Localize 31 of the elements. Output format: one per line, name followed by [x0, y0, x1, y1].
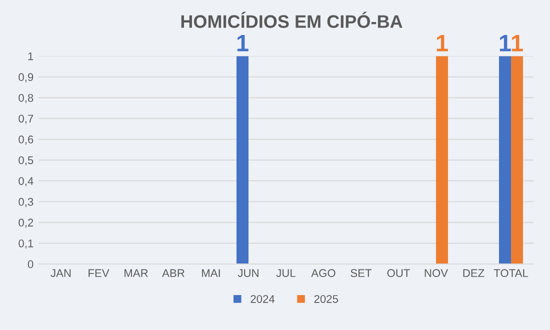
y-tick-label: 0,6: [18, 136, 34, 145]
x-tick-label: JAN: [50, 269, 71, 278]
x-tick-label: OUT: [387, 269, 410, 278]
y-tick-label: 1: [28, 52, 34, 60]
x-tick-label: JUN: [238, 269, 258, 278]
y-tick-label: 0,4: [18, 177, 34, 186]
x-tick-label: MAR: [124, 269, 148, 277]
y-tick-label: 0,3: [18, 198, 34, 208]
y-tick-label: 0,8: [18, 94, 34, 104]
chart-title: HOMICÍDIOS EM CIPÓ-BA: [181, 12, 402, 28]
x-tick-label: NOV: [424, 269, 448, 278]
y-tick-label: 0,7: [18, 114, 34, 124]
x-tick-label: MAI: [202, 269, 220, 277]
x-tick-label: ABR: [162, 269, 184, 277]
y-tick-label: 0,2: [18, 218, 34, 228]
x-tick-label: JUL: [276, 269, 296, 278]
x-tick-label: AGO: [311, 269, 336, 278]
x-tick-label: TOTAL: [494, 269, 528, 278]
legend-label: 2025: [314, 295, 338, 303]
y-tick-label: 0,1: [18, 239, 34, 249]
data-label: 1: [512, 34, 523, 52]
x-tick-label: SET: [350, 269, 372, 278]
y-tick-label: 0,5: [18, 156, 34, 166]
y-tick-label: 0,9: [18, 73, 34, 82]
x-tick-label: DEZ: [463, 269, 484, 277]
x-tick-label: FEV: [88, 269, 110, 277]
data-label: 1: [436, 34, 448, 52]
data-label: 1: [500, 34, 511, 52]
legend-label: 2024: [250, 295, 275, 303]
y-tick-label: 0: [28, 260, 34, 268]
data-label: 1: [237, 34, 248, 52]
